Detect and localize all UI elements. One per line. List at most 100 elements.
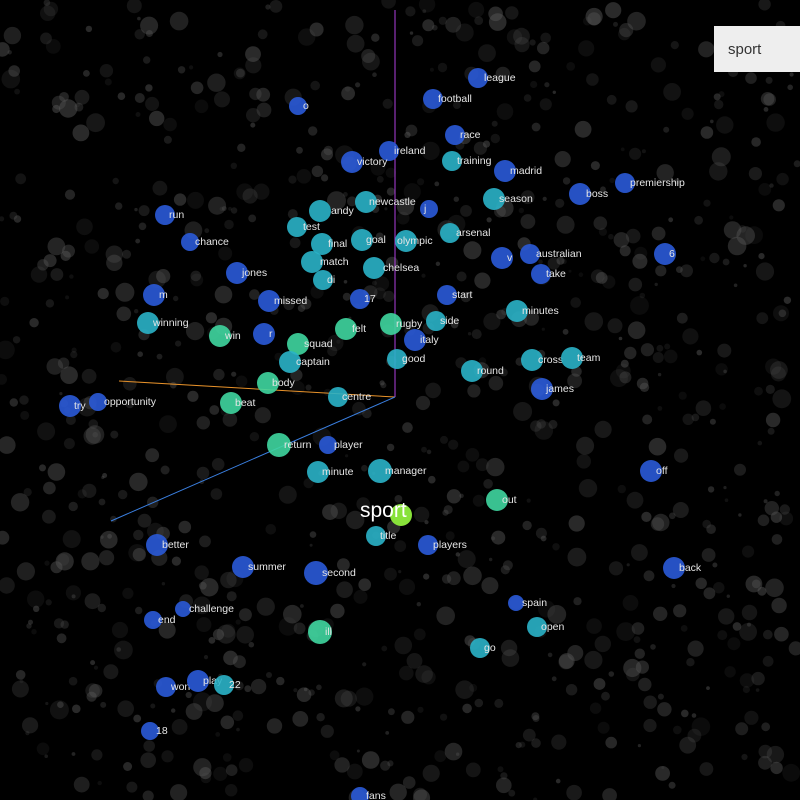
neighbor-point[interactable]: james (531, 378, 574, 400)
neighbor-point[interactable]: v (491, 247, 513, 269)
neighbor-point-dot[interactable] (257, 372, 279, 394)
neighbor-point-dot[interactable] (461, 360, 483, 382)
neighbor-point[interactable]: match (301, 251, 349, 273)
neighbor-point[interactable]: challenge (175, 601, 234, 617)
neighbor-point[interactable]: australian (520, 244, 582, 264)
neighbor-point[interactable]: arsenal (440, 223, 490, 243)
neighbor-point[interactable]: spain (508, 595, 547, 611)
neighbor-point-dot[interactable] (527, 617, 547, 637)
search-input[interactable] (714, 26, 800, 72)
neighbor-point-dot[interactable] (404, 329, 426, 351)
neighbor-point-dot[interactable] (521, 349, 543, 371)
neighbor-point[interactable]: return (267, 433, 312, 457)
neighbor-point-dot[interactable] (143, 284, 165, 306)
neighbor-point-dot[interactable] (483, 188, 505, 210)
neighbor-point[interactable]: run (155, 205, 184, 225)
neighbor-point[interactable]: olympic (395, 230, 433, 252)
neighbor-point[interactable]: opportunity (89, 393, 157, 411)
neighbor-point[interactable]: final (311, 233, 347, 255)
neighbor-point[interactable]: race (445, 125, 481, 145)
neighbor-point[interactable]: players (418, 535, 467, 555)
neighbor-point[interactable]: 18 (141, 722, 168, 740)
neighbor-point[interactable]: 6 (654, 243, 676, 265)
neighbor-point-dot[interactable] (319, 436, 337, 454)
neighbor-point[interactable]: manager (368, 459, 427, 483)
neighbor-point-dot[interactable] (89, 393, 107, 411)
neighbor-point-dot[interactable] (569, 183, 591, 205)
neighbor-point[interactable]: good (387, 349, 426, 369)
neighbor-point[interactable]: missed (258, 290, 307, 312)
neighbor-point-dot[interactable] (366, 526, 386, 546)
neighbor-point-dot[interactable] (418, 535, 438, 555)
neighbor-point-dot[interactable] (426, 311, 446, 331)
neighbor-point[interactable]: andy (309, 200, 355, 222)
neighbor-point[interactable]: start (437, 285, 473, 305)
neighbor-point[interactable]: try (59, 395, 86, 417)
neighbor-point-dot[interactable] (287, 217, 307, 237)
query-point-group[interactable]: sport (360, 499, 412, 526)
neighbor-point-dot[interactable] (437, 285, 457, 305)
neighbor-point[interactable]: side (426, 311, 459, 331)
neighbor-point-dot[interactable] (311, 233, 333, 255)
neighbor-point-dot[interactable] (289, 97, 307, 115)
neighbor-point[interactable]: j (420, 200, 438, 218)
neighbor-point-dot[interactable] (561, 347, 583, 369)
neighbor-point[interactable]: minutes (506, 300, 559, 322)
neighbor-point-dot[interactable] (379, 141, 399, 161)
neighbor-point-dot[interactable] (615, 173, 635, 193)
neighbor-point[interactable]: better (146, 534, 189, 556)
neighbor-point[interactable]: body (257, 372, 296, 394)
neighbor-point-dot[interactable] (307, 461, 329, 483)
neighbor-point-dot[interactable] (531, 264, 551, 284)
neighbor-point[interactable]: madrid (494, 160, 542, 182)
neighbor-point-dot[interactable] (258, 290, 280, 312)
neighbor-point-dot[interactable] (144, 611, 162, 629)
neighbor-point-dot[interactable] (350, 289, 370, 309)
neighbor-point-dot[interactable] (214, 675, 234, 695)
neighbor-point-dot[interactable] (531, 378, 553, 400)
neighbor-point[interactable]: victory (341, 151, 388, 173)
neighbor-point-dot[interactable] (420, 200, 438, 218)
neighbor-point-dot[interactable] (380, 313, 402, 335)
neighbor-point[interactable]: rugby (380, 313, 423, 335)
neighbor-point-dot[interactable] (220, 392, 242, 414)
neighbor-point-dot[interactable] (304, 561, 328, 585)
neighbor-point[interactable]: fans (351, 787, 386, 800)
query-point[interactable] (390, 504, 412, 526)
neighbor-point-dot[interactable] (494, 160, 516, 182)
neighbor-point[interactable]: back (663, 557, 702, 579)
neighbor-point[interactable]: player (319, 436, 363, 454)
neighbor-point-dot[interactable] (387, 349, 407, 369)
neighbor-point-dot[interactable] (486, 489, 508, 511)
neighbor-point[interactable]: jones (226, 262, 267, 284)
neighbor-point[interactable]: ill (308, 620, 332, 644)
neighbor-point-dot[interactable] (309, 200, 331, 222)
neighbor-point-dot[interactable] (468, 68, 488, 88)
neighbor-point[interactable]: season (483, 188, 533, 210)
neighbor-point-dot[interactable] (301, 251, 323, 273)
neighbor-point-dot[interactable] (287, 333, 309, 355)
neighbor-point[interactable]: round (461, 360, 504, 382)
neighbor-point[interactable]: italy (404, 329, 439, 351)
neighbor-point[interactable]: summer (232, 556, 286, 578)
neighbor-points[interactable]: league o football race ireland victory trainin… (59, 68, 702, 800)
neighbor-point[interactable]: winning (137, 312, 189, 334)
neighbor-point-dot[interactable] (351, 787, 369, 800)
neighbor-point[interactable]: newcastle (355, 191, 416, 213)
neighbor-point-dot[interactable] (368, 459, 392, 483)
neighbor-point[interactable]: beat (220, 392, 256, 414)
neighbor-point[interactable]: won (156, 677, 190, 697)
neighbor-point-dot[interactable] (155, 205, 175, 225)
neighbor-point-dot[interactable] (445, 125, 465, 145)
neighbor-point[interactable]: take (531, 264, 566, 284)
neighbor-point-dot[interactable] (506, 300, 528, 322)
neighbor-point-dot[interactable] (313, 270, 333, 290)
neighbor-point-dot[interactable] (267, 433, 291, 457)
neighbor-point[interactable]: test (287, 217, 320, 237)
neighbor-point[interactable]: win (209, 325, 241, 347)
neighbor-point-dot[interactable] (146, 534, 168, 556)
neighbor-point-dot[interactable] (226, 262, 248, 284)
neighbor-point[interactable]: premiership (615, 173, 685, 193)
neighbor-point[interactable]: open (527, 617, 565, 637)
